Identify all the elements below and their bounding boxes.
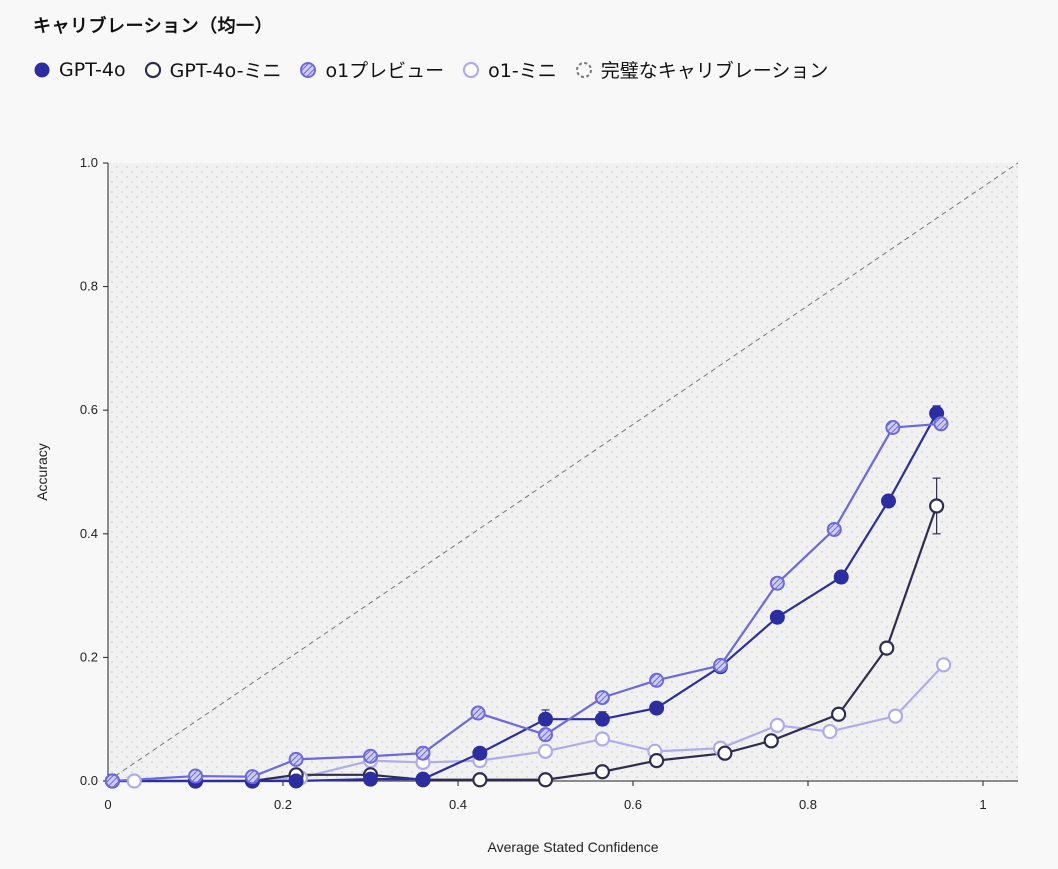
legend-item-o1-mini: o1-ミニ — [462, 56, 557, 83]
data-point-gpt-4o — [538, 711, 553, 727]
axes: 0.0 0.2 0.4 0.6 0.8 1.0 0 0.2 0.4 0.6 0.8 1 — [80, 155, 1018, 812]
hollow-circle-marker-icon — [144, 61, 161, 78]
data-point-o1 — [936, 657, 952, 673]
legend-label-perfect-calibration: 完璧なキャリブレーション — [600, 60, 829, 82]
data-point-o1 — [649, 672, 665, 688]
y-tick-label: 0.2 — [80, 649, 98, 664]
data-point-gpt-4o — [831, 706, 847, 722]
series-markers — [104, 405, 952, 789]
y-tick-label: 0.4 — [80, 526, 98, 541]
data-point-gpt-4o — [363, 771, 378, 787]
data-point-gpt-4o — [415, 771, 431, 787]
data-point-o1 — [826, 521, 842, 537]
legend-item-gpt4o: GPT-4o — [33, 59, 126, 81]
data-point-gpt-4o — [769, 609, 785, 625]
data-point-gpt-4o — [717, 745, 733, 761]
data-point-o1 — [537, 743, 554, 759]
data-point-gpt-4o — [649, 700, 665, 716]
data-point-o1 — [933, 416, 949, 432]
data-point-gpt-4o — [472, 772, 488, 788]
data-point-o1 — [822, 723, 838, 740]
filled-circle-marker-icon — [34, 62, 50, 77]
data-point-o1 — [769, 717, 785, 733]
data-point-o1 — [594, 690, 610, 706]
legend-label-o1-mini: o1-ミニ — [488, 60, 557, 82]
data-point-o1 — [126, 773, 142, 789]
data-point-o1 — [244, 769, 260, 785]
data-point-o1 — [885, 420, 901, 436]
data-point-o1 — [288, 751, 304, 767]
x-tick-label: 1 — [979, 797, 986, 812]
data-point-gpt-4o — [929, 498, 945, 514]
data-point-gpt-4o — [833, 569, 849, 585]
data-point-gpt-4o — [594, 711, 610, 727]
x-tick-label: 0.4 — [449, 797, 467, 812]
data-point-o1 — [538, 727, 553, 743]
legend-item-gpt4o-mini: GPT-4o-ミニ — [144, 56, 282, 83]
legend-label-o1-preview: o1プレビュー — [325, 60, 445, 82]
x-tick-label: 0.8 — [799, 797, 817, 812]
data-point-gpt-4o — [649, 753, 665, 769]
data-point-o1 — [887, 708, 904, 724]
x-tick-label: 0.6 — [624, 797, 642, 812]
data-point-o1 — [594, 731, 610, 747]
legend: GPT-4o GPT-4o-ミニ o1プレビュー o1-ミニ 完璧なキャリブレー… — [33, 56, 828, 83]
data-point-gpt-4o — [763, 733, 779, 749]
data-point-gpt-4o — [288, 773, 304, 789]
data-point-o1 — [769, 575, 785, 591]
data-point-gpt-4o — [594, 764, 610, 780]
perfect-calibration-diagonal — [107, 162, 1019, 782]
y-axis-label: Accuracy — [34, 443, 50, 501]
x-tick-label: 0.2 — [274, 797, 292, 812]
y-tick-label: 0.8 — [80, 279, 98, 294]
legend-label-gpt4o-mini: GPT-4o-ミニ — [169, 60, 282, 82]
perfect-calibration-line — [107, 162, 1019, 782]
legend-item-o1-preview: o1プレビュー — [299, 56, 444, 83]
dashed-circle-marker-icon — [575, 61, 592, 78]
data-point-o1 — [363, 748, 378, 764]
legend-item-perfect-calibration: 完璧なキャリブレーション — [575, 56, 829, 83]
chart-title: キャリブレーション（均一） — [33, 16, 274, 37]
y-tick-label: 0.6 — [80, 402, 98, 417]
data-point-gpt-4o — [879, 640, 895, 656]
data-point-gpt-4o — [472, 745, 488, 761]
hatched-circle-marker-icon — [300, 61, 317, 78]
data-point-o1 — [713, 657, 728, 673]
data-point-gpt-4o — [537, 772, 554, 788]
x-tick-label: 0 — [104, 797, 111, 812]
y-tick-label: 0.0 — [80, 773, 98, 788]
light-circle-marker-icon — [463, 61, 480, 78]
data-point-o1 — [188, 768, 203, 784]
data-point-o1 — [104, 773, 120, 789]
data-point-o1 — [470, 705, 486, 721]
y-tick-label: 1.0 — [80, 155, 98, 170]
x-axis-label: Average Stated Confidence — [488, 839, 659, 855]
legend-label-gpt4o: GPT-4o — [59, 58, 126, 81]
data-point-gpt-4o — [881, 493, 896, 509]
data-point-o1 — [415, 745, 431, 761]
